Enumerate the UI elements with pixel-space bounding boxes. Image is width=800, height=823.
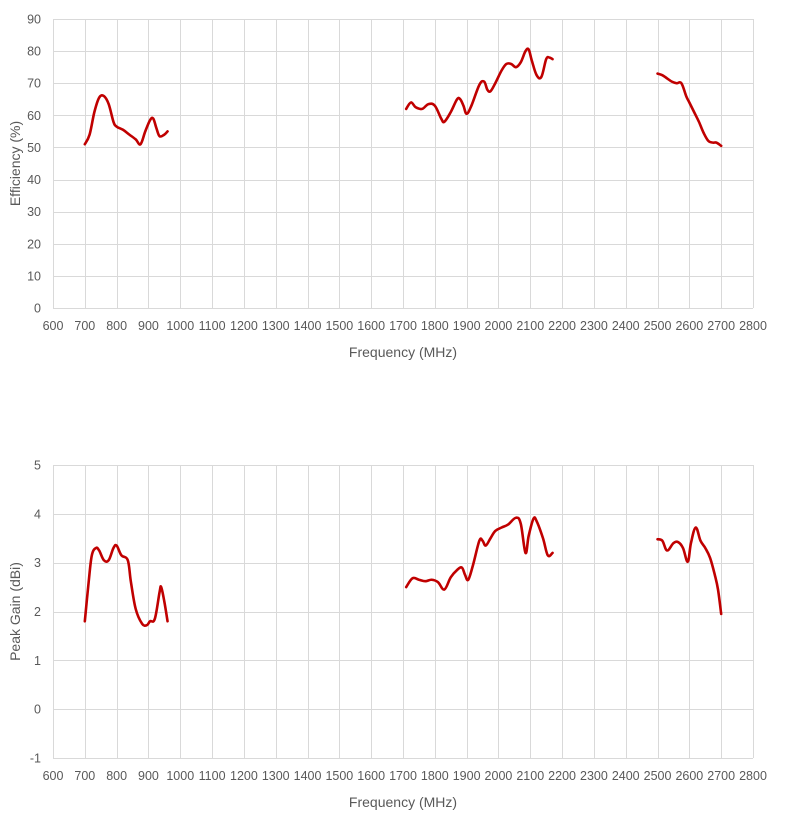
y-tick-label: -1 <box>30 752 41 766</box>
y-tick-label: 40 <box>27 173 41 187</box>
y-tick-label: 50 <box>27 141 41 155</box>
x-tick-label: 2000 <box>485 319 513 333</box>
x-tick-label: 2000 <box>485 769 513 783</box>
x-tick-label: 1100 <box>199 769 226 783</box>
x-tick-label: 700 <box>74 319 95 333</box>
x-tick-label: 2300 <box>580 769 608 783</box>
x-tick-label: 700 <box>74 769 95 783</box>
x-tick-label: 1000 <box>166 769 194 783</box>
x-tick-label: 2700 <box>707 769 735 783</box>
peak-gain-chart: 600 700 800 900 1000 1100 1200 1300 1400 1500 1600… <box>7 459 767 811</box>
x-tick-label: 800 <box>106 319 127 333</box>
x-tick-label: 1300 <box>262 769 290 783</box>
x-tick-label: 1600 <box>357 319 385 333</box>
x-tick-label: 2200 <box>548 319 576 333</box>
y-tick-label: 1 <box>34 654 41 668</box>
x-tick-label: 2800 <box>739 319 767 333</box>
x-tick-label: 2400 <box>612 769 640 783</box>
x-tick-label: 900 <box>138 319 159 333</box>
x-tick-label: 1300 <box>262 319 290 333</box>
x-tick-label: 2800 <box>739 769 767 783</box>
x-tick-label: 1700 <box>389 769 417 783</box>
x-tick-label: 1200 <box>230 769 258 783</box>
x-tick-label: 1700 <box>389 319 417 333</box>
x-tick-label: 1200 <box>230 319 258 333</box>
x-tick-label: 1000 <box>166 319 194 333</box>
efficiency-chart: 600 700 800 900 1000 1100 1200 1300 1400 1500 1600… <box>7 13 767 361</box>
y-tick-label: 70 <box>27 77 41 91</box>
x-tick-label: 1500 <box>325 319 353 333</box>
x-tick-label: 1900 <box>453 769 481 783</box>
x-tick-label: 1400 <box>294 769 322 783</box>
x-tick-label: 1800 <box>421 319 449 333</box>
x-tick-label: 900 <box>138 769 159 783</box>
x-axis-title: Frequency (MHz) <box>349 344 457 360</box>
y-tick-label: 0 <box>34 302 41 316</box>
series-line-band-3 <box>656 526 723 616</box>
x-tick-label: 2500 <box>644 769 672 783</box>
y-tick-label: 10 <box>27 269 41 283</box>
x-tick-label: 2600 <box>675 769 703 783</box>
y-tick-label: 60 <box>27 109 41 123</box>
series-line-band-3 <box>656 72 723 148</box>
series-line-band-2 <box>404 47 554 124</box>
y-tick-label: 3 <box>34 556 41 570</box>
y-tick-label: 4 <box>34 507 41 521</box>
x-tick-label: 1900 <box>453 319 481 333</box>
x-tick-label: 2100 <box>516 769 544 783</box>
x-axis-title: Frequency (MHz) <box>349 794 457 810</box>
x-tick-label: 2600 <box>675 319 703 333</box>
y-tick-label: 5 <box>34 459 41 473</box>
y-tick-label: 0 <box>34 703 41 717</box>
series-line-band-1 <box>83 543 169 627</box>
series-line-band-2 <box>404 516 554 591</box>
x-tick-label: 1800 <box>421 769 449 783</box>
y-tick-label: 80 <box>27 45 41 59</box>
x-tick-label: 2400 <box>612 319 640 333</box>
x-tick-label: 2700 <box>707 319 735 333</box>
x-tick-label: 1100 <box>199 319 226 333</box>
x-tick-label: 2500 <box>644 319 672 333</box>
x-tick-label: 2100 <box>516 319 544 333</box>
x-tick-label: 600 <box>43 769 64 783</box>
y-axis-title: Efficiency (%) <box>7 121 23 206</box>
y-tick-label: 20 <box>27 237 41 251</box>
x-tick-label: 600 <box>43 319 64 333</box>
x-tick-label: 2300 <box>580 319 608 333</box>
x-tick-label: 1400 <box>294 319 322 333</box>
x-tick-label: 800 <box>106 769 127 783</box>
x-tick-label: 1600 <box>357 769 385 783</box>
x-tick-label: 1500 <box>325 769 353 783</box>
y-tick-label: 2 <box>34 605 41 619</box>
y-tick-label: 90 <box>27 13 41 27</box>
series-line-band-1 <box>83 94 169 146</box>
y-tick-label: 30 <box>27 205 41 219</box>
x-tick-label: 2200 <box>548 769 576 783</box>
y-axis-title: Peak Gain (dBi) <box>7 562 23 661</box>
